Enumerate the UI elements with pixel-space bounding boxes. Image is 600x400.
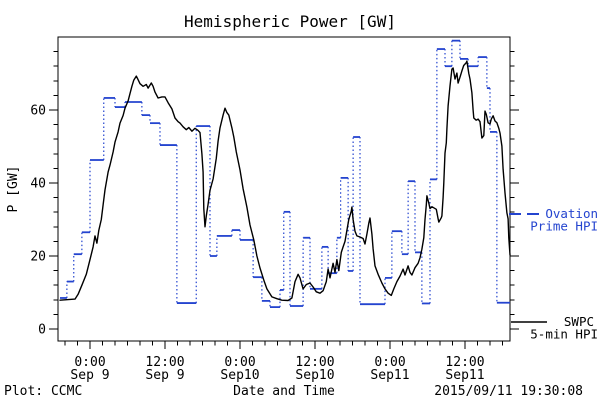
y-tick-label: 60 [30, 104, 46, 119]
x-tick-time-label: 12:00 [295, 355, 334, 370]
x-tick-date-label: Sep11 [370, 368, 409, 383]
x-tick-time-label: 12:00 [445, 355, 484, 370]
x-tick-time-label: 12:00 [145, 355, 184, 370]
y-tick-label: 0 [38, 323, 46, 338]
x-tick-date-label: Sep11 [445, 368, 484, 383]
swpc-hpi-line [59, 60, 511, 302]
x-axis-label: Date and Time [233, 384, 335, 399]
ovation-legend-label-line2: Prime HPI [530, 219, 598, 234]
y-axis-label: P [GW] [6, 166, 21, 213]
y-tick-label: 20 [30, 250, 46, 265]
footer-timestamp: 2015/09/11 19:30:08 [434, 384, 583, 399]
x-tick-time-label: 0:00 [224, 355, 255, 370]
swpc-legend-label-line1: SWPC [564, 314, 594, 329]
y-tick-label: 40 [30, 177, 46, 192]
ovation-legend-label-line1: Ovation [545, 206, 598, 221]
x-tick-date-label: Sep 9 [70, 368, 109, 383]
chart-title: Hemispheric Power [GW] [184, 12, 396, 31]
x-tick-date-label: Sep10 [295, 368, 334, 383]
x-tick-time-label: 0:00 [74, 355, 105, 370]
legend-ovation: Ovation Prime HPI [509, 206, 598, 234]
swpc-legend-label-line2: 5-min HPI [530, 327, 598, 342]
plot-frame [57, 36, 511, 342]
legend-swpc: SWPC 5-min HPI [511, 314, 598, 342]
footer-plot-source: Plot: CCMC [4, 384, 82, 399]
x-tick-time-label: 0:00 [374, 355, 405, 370]
x-tick-date-label: Sep10 [220, 368, 259, 383]
x-tick-date-label: Sep 9 [145, 368, 184, 383]
